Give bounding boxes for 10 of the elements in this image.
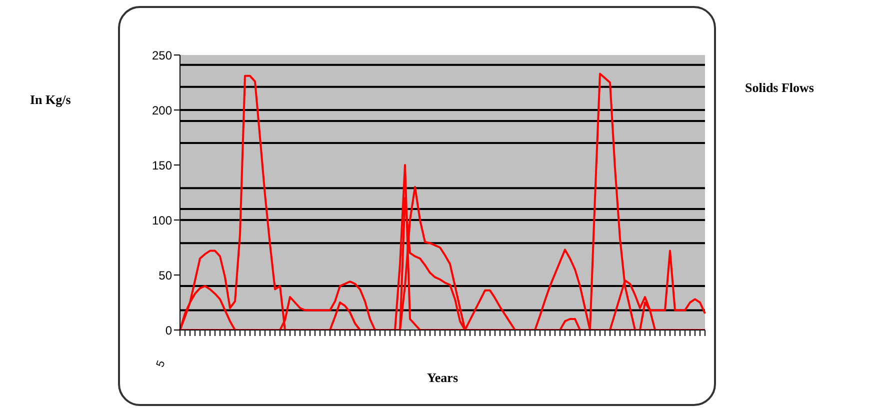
y-tick-label: 150 — [152, 158, 172, 172]
y-tick-label: 50 — [158, 268, 172, 282]
text: 5 — [154, 359, 168, 369]
text: Solids Flows — [745, 80, 814, 96]
y-tick-label: 200 — [152, 103, 172, 118]
x-axis-title: Years — [426, 370, 458, 385]
y-tick-label: 100 — [152, 213, 172, 228]
y-tick-label: 250 — [152, 48, 172, 62]
text: In Kg/s — [30, 92, 71, 108]
y-tick-label: 0 — [165, 323, 172, 338]
